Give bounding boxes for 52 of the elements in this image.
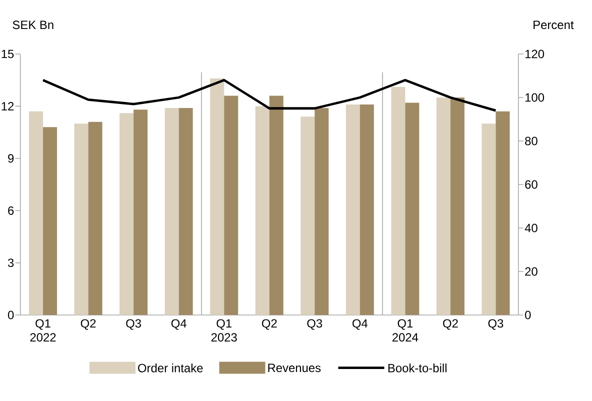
y-tick-label: 3 (8, 258, 14, 268)
y2-tick-label: 40 (524, 224, 538, 232)
bar (269, 96, 284, 315)
x-tick-label: Q1 2022 (30, 319, 56, 342)
x-tick-label: Q3 (307, 319, 322, 330)
y-tick-label: 12 (2, 102, 14, 110)
bar (346, 104, 360, 315)
bar (255, 106, 270, 315)
y-tick-label: 0 (8, 310, 14, 320)
y-tick-label: 15 (2, 50, 14, 58)
bar (360, 104, 374, 315)
bar (391, 87, 406, 315)
bar (134, 110, 148, 315)
x-tick-label: Q2 (80, 319, 96, 330)
x-tick-label: Q1 2024 (392, 319, 418, 342)
bar (43, 127, 57, 315)
x-tick-label: Q4 (171, 319, 186, 330)
y2-tick-label: 100 (525, 93, 544, 102)
x-tick-label: Q2 (443, 319, 458, 330)
legend-label: Book-to-bill (388, 364, 446, 372)
bar (210, 78, 224, 315)
bar (74, 124, 88, 315)
y2-tick-label: 120 (525, 50, 544, 58)
y2-tick-label: 20 (525, 267, 538, 276)
legend-label: Revenues (268, 364, 321, 372)
y2-axis-title: Percent (534, 20, 574, 30)
y2-tick-label: 80 (525, 136, 538, 146)
bar (300, 116, 315, 315)
x-tick-label: Q2 (262, 319, 277, 330)
x-tick-label: Q1 2023 (211, 319, 237, 342)
bar (178, 108, 193, 315)
y2-tick-label: 0 (525, 310, 531, 320)
legend-label: Order intake (138, 364, 203, 372)
bar (436, 97, 450, 315)
line-series (42, 78, 497, 112)
bar (405, 102, 420, 315)
x-tick-label: Q3 (126, 319, 141, 330)
y-axis-title: SEK Bn (12, 20, 54, 30)
y-tick-label: 9 (8, 154, 14, 163)
bar (120, 113, 134, 315)
bar (450, 97, 464, 315)
bar (88, 122, 102, 315)
bar (224, 96, 238, 315)
bar (314, 108, 329, 315)
bar (496, 111, 510, 315)
bar (164, 108, 179, 315)
x-tick-label: Q4 (352, 319, 368, 330)
x-tick-label: Q3 (488, 319, 504, 330)
y2-tick-label: 60 (525, 180, 538, 189)
bar (29, 111, 43, 315)
bar (482, 124, 496, 315)
y-tick-label: 6 (8, 206, 14, 215)
